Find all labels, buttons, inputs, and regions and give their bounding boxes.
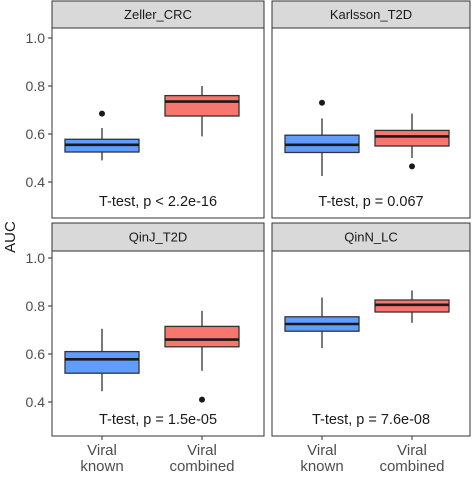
facet-strip-qinn-lc: [271, 222, 471, 252]
annotation-karlsson-t2d: T-test, p = 0.067: [318, 194, 423, 210]
facet-title-qinn-lc: QinN_LC: [344, 230, 397, 245]
x-tick-label-qinj-t2d-0-0: Viral: [87, 442, 117, 459]
y-tick-label-qinj-t2d-2: 0.8: [26, 298, 46, 314]
facet-title-zeller-crc: Zeller_CRC: [124, 7, 192, 22]
panel-frame-karlsson-t2d: [271, 27, 471, 219]
panel-frame-zeller-crc: [51, 27, 265, 219]
y-tick-label-zeller-crc-0: 0.4: [26, 174, 46, 190]
y-tick-label-qinj-t2d-1: 0.6: [26, 346, 46, 362]
x-tick-label-qinn-lc-0-1: known: [300, 458, 343, 474]
facet-strip-qinj-t2d: [51, 222, 265, 252]
annotation-qinn-lc: T-test, p = 7.6e-08: [312, 412, 430, 428]
box-zeller-crc-viral-combined: [164, 94, 240, 117]
x-tick-label-qinj-t2d-1-1: combined: [169, 458, 234, 474]
box-karlsson-t2d-viral-combined: [374, 129, 450, 147]
annotation-qinj-t2d: T-test, p = 1.5e-05: [99, 412, 217, 428]
y-tick-label-zeller-crc-3: 1.0: [26, 30, 46, 46]
x-tick-label-qinj-t2d-0-1: known: [80, 458, 123, 474]
y-axis-title: AUC: [2, 221, 19, 253]
outlier-zeller-crc-viral-known-0: [99, 110, 105, 117]
x-tick-label-qinn-lc-1-1: combined: [379, 458, 444, 474]
box-qinj-t2d-viral-combined: [164, 325, 240, 348]
y-tick-label-qinj-t2d-3: 1.0: [26, 250, 46, 266]
outlier-karlsson-t2d-viral-combined-0: [409, 163, 415, 170]
x-tick-label-qinn-lc-1-0: Viral: [397, 442, 427, 459]
box-qinj-t2d-viral-known: [64, 350, 140, 374]
x-tick-label-qinj-t2d-1-0: Viral: [187, 442, 217, 459]
facet-title-karlsson-t2d: Karlsson_T2D: [330, 7, 412, 22]
facet-strip-zeller-crc: [51, 0, 265, 29]
panel-frame-qinn-lc: [271, 250, 471, 437]
y-tick-label-qinj-t2d-0: 0.4: [26, 394, 46, 410]
x-tick-label-qinn-lc-0-0: Viral: [307, 442, 337, 459]
y-tick-label-zeller-crc-2: 0.8: [26, 78, 46, 94]
outlier-qinj-t2d-viral-combined-0: [199, 396, 205, 403]
outlier-karlsson-t2d-viral-known-0: [319, 99, 325, 106]
annotation-zeller-crc: T-test, p < 2.2e-16: [99, 194, 217, 210]
facet-title-qinj-t2d: QinJ_T2D: [129, 230, 188, 245]
y-tick-label-zeller-crc-1: 0.6: [26, 126, 46, 142]
